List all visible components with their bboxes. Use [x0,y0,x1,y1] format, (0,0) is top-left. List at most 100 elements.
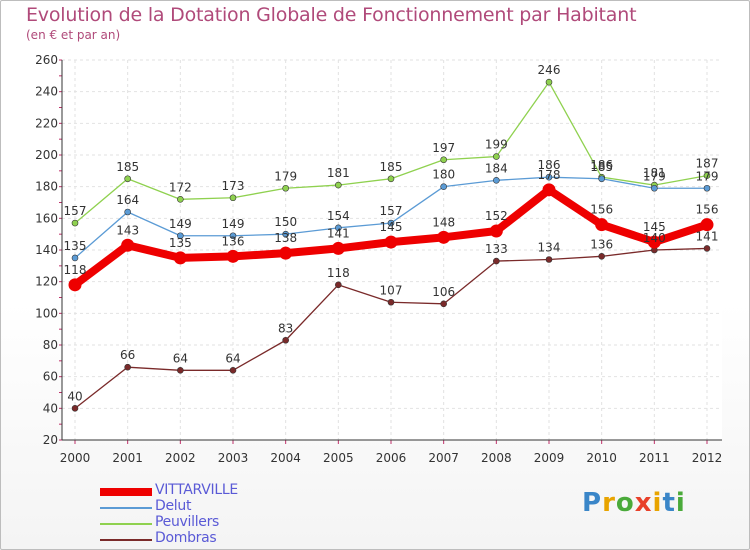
data-label-vittarville: 156 [696,203,719,217]
data-point-dombras [598,253,605,260]
data-point-vittarville [542,183,556,197]
y-tick-label: 220 [35,116,58,130]
data-point-delut [229,232,237,240]
data-point-vittarville [647,235,661,249]
data-point-peuvillers [545,78,553,86]
legend-item-dombras: Dombras [100,530,300,548]
y-tick-label: 240 [35,85,58,99]
legend-item-vittarville: VITTARVILLE [100,482,300,500]
data-label-dombras: 66 [120,348,135,362]
data-label-dombras: 107 [380,283,403,297]
data-point-vittarville [331,241,345,255]
data-point-vittarville [279,246,293,260]
y-tick-label: 180 [35,180,58,194]
x-tick-label: 2009 [534,451,565,465]
data-label-dombras: 40 [67,389,82,403]
data-label-layer: 40 66 64 64 83 118 107 106 133 134 136 140 141 157 185… [64,63,719,403]
data-point-vittarville [489,224,503,238]
data-point-peuvillers [387,175,395,183]
logo-letter: t [662,488,676,518]
data-point-peuvillers [493,153,500,160]
data-label-peuvillers: 185 [380,160,403,174]
data-label-peuvillers: 186 [590,158,613,172]
data-point-vittarville [121,238,135,252]
data-label-vittarville: 178 [538,168,561,182]
y-tick-label: 20 [43,433,58,447]
data-label-delut: 135 [64,239,87,253]
data-label-delut: 164 [116,193,139,207]
data-label-dombras: 64 [173,351,188,365]
data-label-dombras: 106 [432,285,455,299]
data-label-vittarville: 141 [327,226,350,240]
axis-layer: 20 40 60 80 100 120 140 160 180 200 220 240 260 2000 2… [35,53,722,465]
data-label-vittarville: 145 [380,220,403,234]
logo-letter: o [615,488,635,518]
y-tick-label: 60 [43,370,58,384]
x-tick-label: 2006 [376,451,407,465]
data-label-delut: 185 [590,160,613,174]
data-label-dombras: 64 [225,351,240,365]
data-point-dombras [545,256,553,263]
data-point-delut [335,224,342,232]
data-point-delut [703,184,711,192]
data-point-delut [387,219,395,227]
x-tick-label: 2011 [639,451,670,465]
logo-letter: i [675,488,686,518]
data-label-peuvillers: 181 [327,166,350,180]
y-tick-label: 100 [35,306,58,320]
chart-subtitle: (en € et par an) [26,28,121,42]
data-point-dombras [493,257,500,265]
x-tick-label: 2012 [692,451,723,465]
data-point-dombras [282,336,289,344]
data-label-delut: 186 [538,158,561,172]
data-point-peuvillers [440,156,447,164]
data-point-dombras [177,367,184,374]
data-label-delut: 179 [643,169,666,183]
data-point-vittarville [173,251,187,265]
data-point-delut [493,177,500,184]
data-label-vittarville: 143 [116,223,139,237]
data-label-delut: 149 [222,217,245,231]
legend-swatch-dombras [100,539,152,541]
legend-label-delut: Delut [155,498,192,514]
y-tick-label: 80 [43,338,58,352]
data-label-delut: 154 [327,209,350,223]
data-label-delut: 149 [169,217,192,231]
y-tick-label: 140 [35,243,58,257]
data-label-dombras: 83 [278,321,293,335]
data-label-vittarville: 135 [169,236,192,250]
data-label-delut: 180 [432,168,455,182]
data-point-peuvillers [71,219,79,227]
data-label-peuvillers: 173 [222,179,245,193]
legend-swatch-delut [100,507,152,509]
data-label-vittarville: 148 [432,215,455,229]
data-label-peuvillers: 246 [538,63,561,77]
data-point-peuvillers [229,194,237,202]
legend-label-dombras: Dombras [155,530,217,546]
y-tick-label: 160 [35,211,58,225]
data-label-peuvillers: 185 [116,160,139,174]
x-tick-label: 2003 [218,451,249,465]
logo-letter: x [634,488,653,518]
legend-item-peuvillers: Peuvillers [100,514,300,532]
data-point-dombras [440,300,447,308]
logo-letter: r [602,488,616,518]
data-label-vittarville: 138 [274,231,297,245]
data-point-delut [598,175,605,183]
legend-label-peuvillers: Peuvillers [155,514,220,530]
data-label-peuvillers: 181 [643,166,666,180]
data-label-dombras: 141 [696,229,719,243]
data-label-vittarville: 136 [222,234,245,248]
legend-item-delut: Delut [100,498,300,516]
x-tick-label: 2007 [428,451,459,465]
data-label-peuvillers: 157 [64,204,87,218]
data-label-peuvillers: 179 [274,169,297,183]
y-tick-label: 260 [35,53,58,67]
data-point-dombras [703,245,711,252]
chart-title: Evolution de la Dotation Globale de Fonc… [26,4,637,26]
data-point-vittarville [384,235,398,249]
data-point-peuvillers [282,184,289,192]
legend-label-vittarville: VITTARVILLE [155,482,238,498]
data-label-peuvillers: 187 [696,157,719,171]
